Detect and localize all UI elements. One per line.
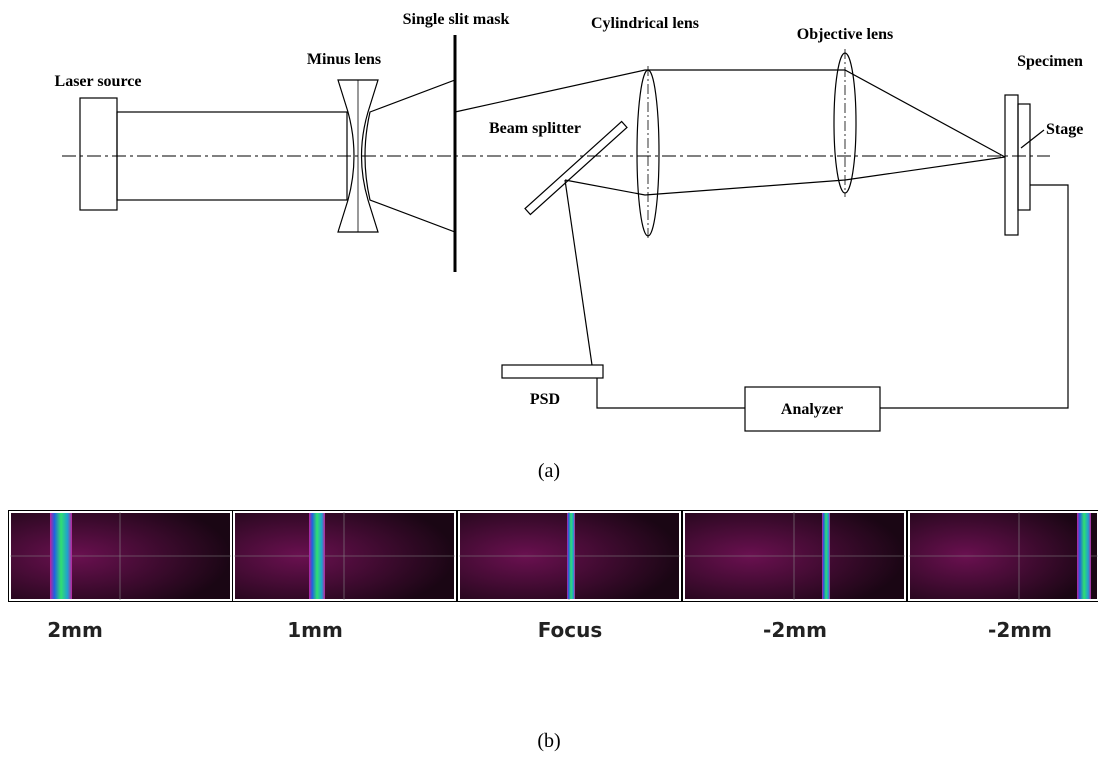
label: Laser source [55, 73, 142, 90]
ray [565, 157, 1005, 195]
beam-stripe [1077, 513, 1091, 599]
laser-source [80, 98, 117, 210]
figure: Laser source Minus lens Single slit mask… [0, 0, 1098, 782]
beam-stripe [309, 513, 325, 599]
wire [597, 378, 745, 408]
label: Single slit mask [403, 11, 510, 28]
panel-label: Focus [538, 618, 603, 642]
label: Objective lens [797, 26, 893, 43]
panel-label: 2mm [47, 618, 103, 642]
label: Stage [1046, 121, 1083, 138]
wire [880, 185, 1068, 408]
label: PSD [530, 391, 560, 408]
ray [455, 70, 1005, 157]
label: Beam splitter [489, 120, 581, 137]
stage [1018, 104, 1030, 210]
beam-stripe [567, 513, 575, 599]
caption: (b) [537, 730, 560, 752]
panel-label: 1mm [287, 618, 343, 642]
label: Minus lens [307, 51, 381, 68]
label: Analyzer [781, 401, 843, 418]
beam-stripe [50, 513, 72, 599]
panel-label: -2mm [988, 618, 1052, 642]
caption: (a) [538, 460, 560, 482]
leader-line [1021, 130, 1044, 148]
ray [565, 180, 592, 365]
panels: 2mm 1mm Focus -2mm -2mm [10, 512, 1098, 642]
beam-stripe [822, 513, 830, 599]
psd [502, 365, 603, 378]
panel-label: -2mm [763, 618, 827, 642]
label: Specimen [1017, 53, 1083, 70]
specimen [1005, 95, 1018, 235]
label: Cylindrical lens [591, 15, 699, 32]
